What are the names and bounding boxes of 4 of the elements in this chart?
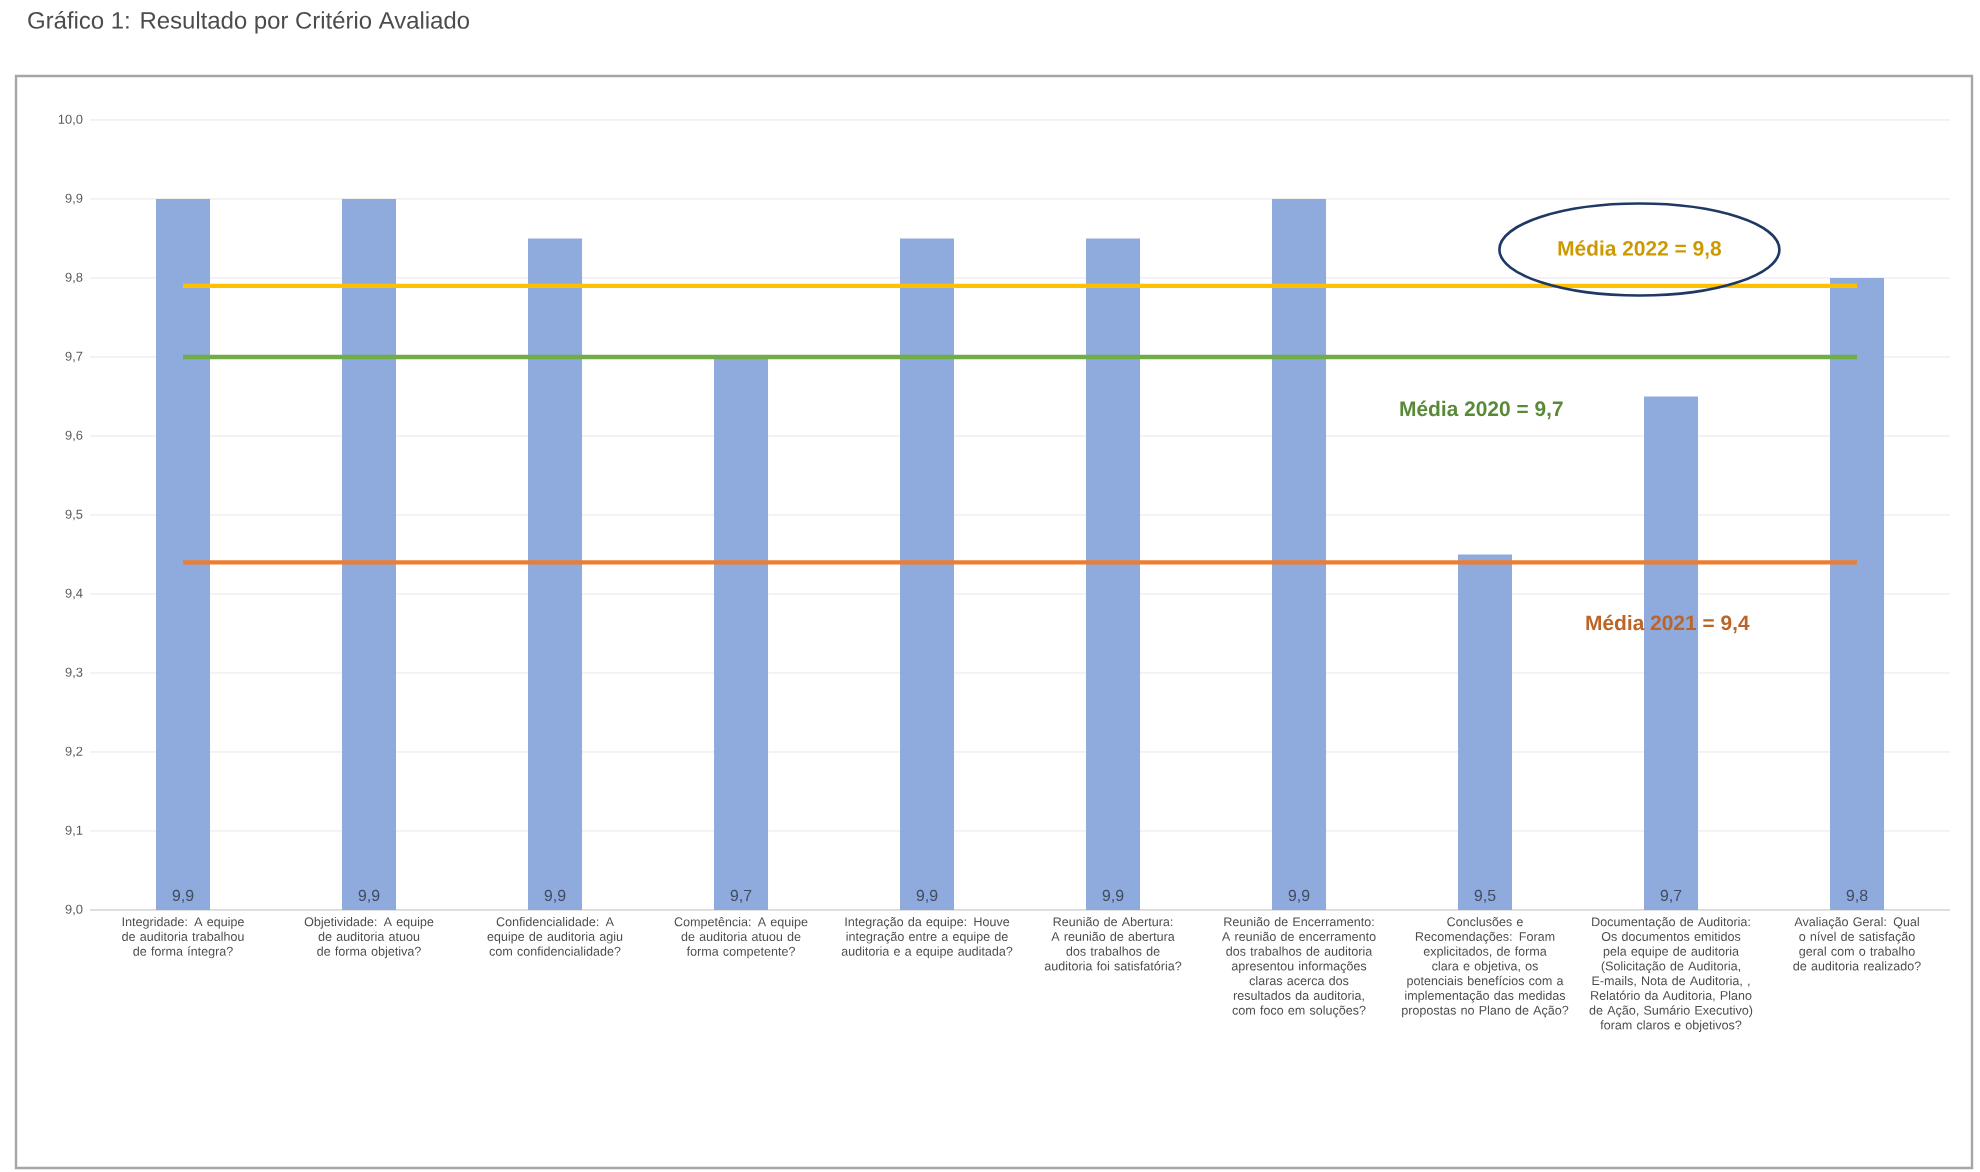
ref-line-label: Média 2020 = 9,7 <box>1400 400 1563 420</box>
ref-line-label: Média 2022 = 9,8 <box>1558 240 1721 259</box>
ref-line-label: Média 2021 = 9,4 <box>1586 614 1750 634</box>
chart-title: Gráfico 1: Resultado por Critério Avaliado <box>28 11 469 34</box>
